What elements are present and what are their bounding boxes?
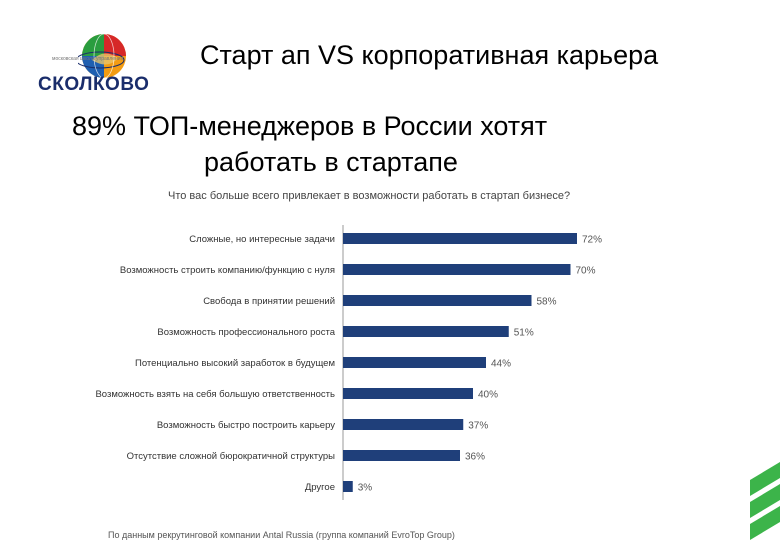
value-label: 36% — [465, 452, 485, 463]
category-label: Возможность взять на себя большую ответс… — [95, 389, 335, 400]
bar — [343, 233, 577, 244]
category-label: Свобода в принятии решений — [203, 296, 335, 307]
bar — [343, 388, 473, 399]
value-label: 72% — [582, 235, 602, 246]
green-corner-decoration — [750, 462, 780, 540]
bar — [343, 326, 509, 337]
bar — [343, 295, 532, 306]
bar — [343, 450, 460, 461]
source-footnote: По данным рекрутинговой компании Antal R… — [108, 530, 455, 540]
logo-text: СКОЛКОВО — [38, 74, 150, 95]
bar — [343, 419, 464, 430]
logo-tagline: московская школа управления — [52, 56, 124, 62]
subtitle-line-1: 89% ТОП-менеджеров в России хотят — [72, 111, 548, 141]
value-label: 40% — [478, 390, 498, 401]
category-label: Возможность быстро построить карьеру — [157, 420, 335, 431]
category-label: Потенциально высокий заработок в будущем — [135, 358, 335, 369]
category-label: Возможность профессионального роста — [157, 327, 335, 338]
globe-icon — [78, 33, 126, 79]
subtitle-line-2: работать в стартапе — [204, 147, 458, 177]
category-label: Сложные, но интересные задачи — [189, 234, 335, 245]
bar-chart: Сложные, но интересные задачи 72% Возможно… — [95, 225, 602, 500]
slide-subtitle: 89% ТОП-менеджеров в России хотят работа… — [72, 108, 547, 180]
value-label: 44% — [491, 359, 511, 370]
skolkovo-logo: московская школа управления СКОЛКОВО — [38, 30, 158, 100]
value-label: 37% — [468, 421, 488, 432]
slide-title: Старт ап VS корпоративная карьера — [200, 40, 659, 70]
value-label: 70% — [576, 266, 596, 277]
value-label: 3% — [358, 483, 373, 494]
value-label: 58% — [537, 297, 557, 308]
value-label: 51% — [514, 328, 534, 339]
category-label: Другое — [305, 482, 335, 493]
category-label: Возможность строить компанию/функцию с н… — [120, 265, 335, 276]
bar — [343, 481, 353, 492]
chart-title: Что вас больше всего привлекает в возмож… — [168, 190, 571, 202]
bar — [343, 264, 571, 275]
bar — [343, 357, 486, 368]
category-label: Отсутствие сложной бюрократичной структу… — [127, 451, 336, 462]
